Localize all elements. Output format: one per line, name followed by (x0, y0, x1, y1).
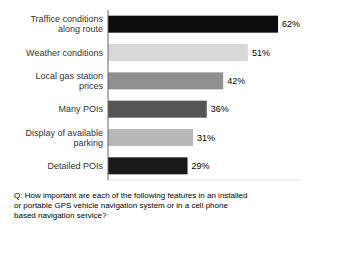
y-axis-line (108, 10, 109, 180)
bar (108, 157, 188, 174)
y-tick-label: Display of availableparking (25, 128, 103, 148)
y-tick-label: Many POIs (58, 104, 103, 114)
chart: Detailed POIs Display of availableparking… (0, 0, 350, 270)
data-label: 31% (197, 133, 215, 143)
y-tick-label: Detailed POIs (47, 161, 103, 171)
x-axis-line (108, 180, 300, 181)
data-label: 42% (227, 76, 245, 86)
data-label: 51% (252, 48, 270, 58)
data-label: 29% (192, 161, 210, 171)
bar (108, 44, 248, 61)
bar (108, 101, 207, 118)
data-label: 62% (282, 19, 300, 29)
footnote: Q: How important are each of the followi… (14, 191, 247, 220)
y-tick-label: Weather conditions (26, 48, 103, 58)
y-tick-label: Traffice conditionsalong route (30, 14, 103, 34)
bar (108, 129, 193, 146)
bar (108, 16, 278, 33)
data-label: 36% (211, 104, 229, 114)
y-tick-label: Local gas stationprices (35, 71, 103, 91)
bars (108, 16, 278, 175)
bar (108, 72, 223, 89)
